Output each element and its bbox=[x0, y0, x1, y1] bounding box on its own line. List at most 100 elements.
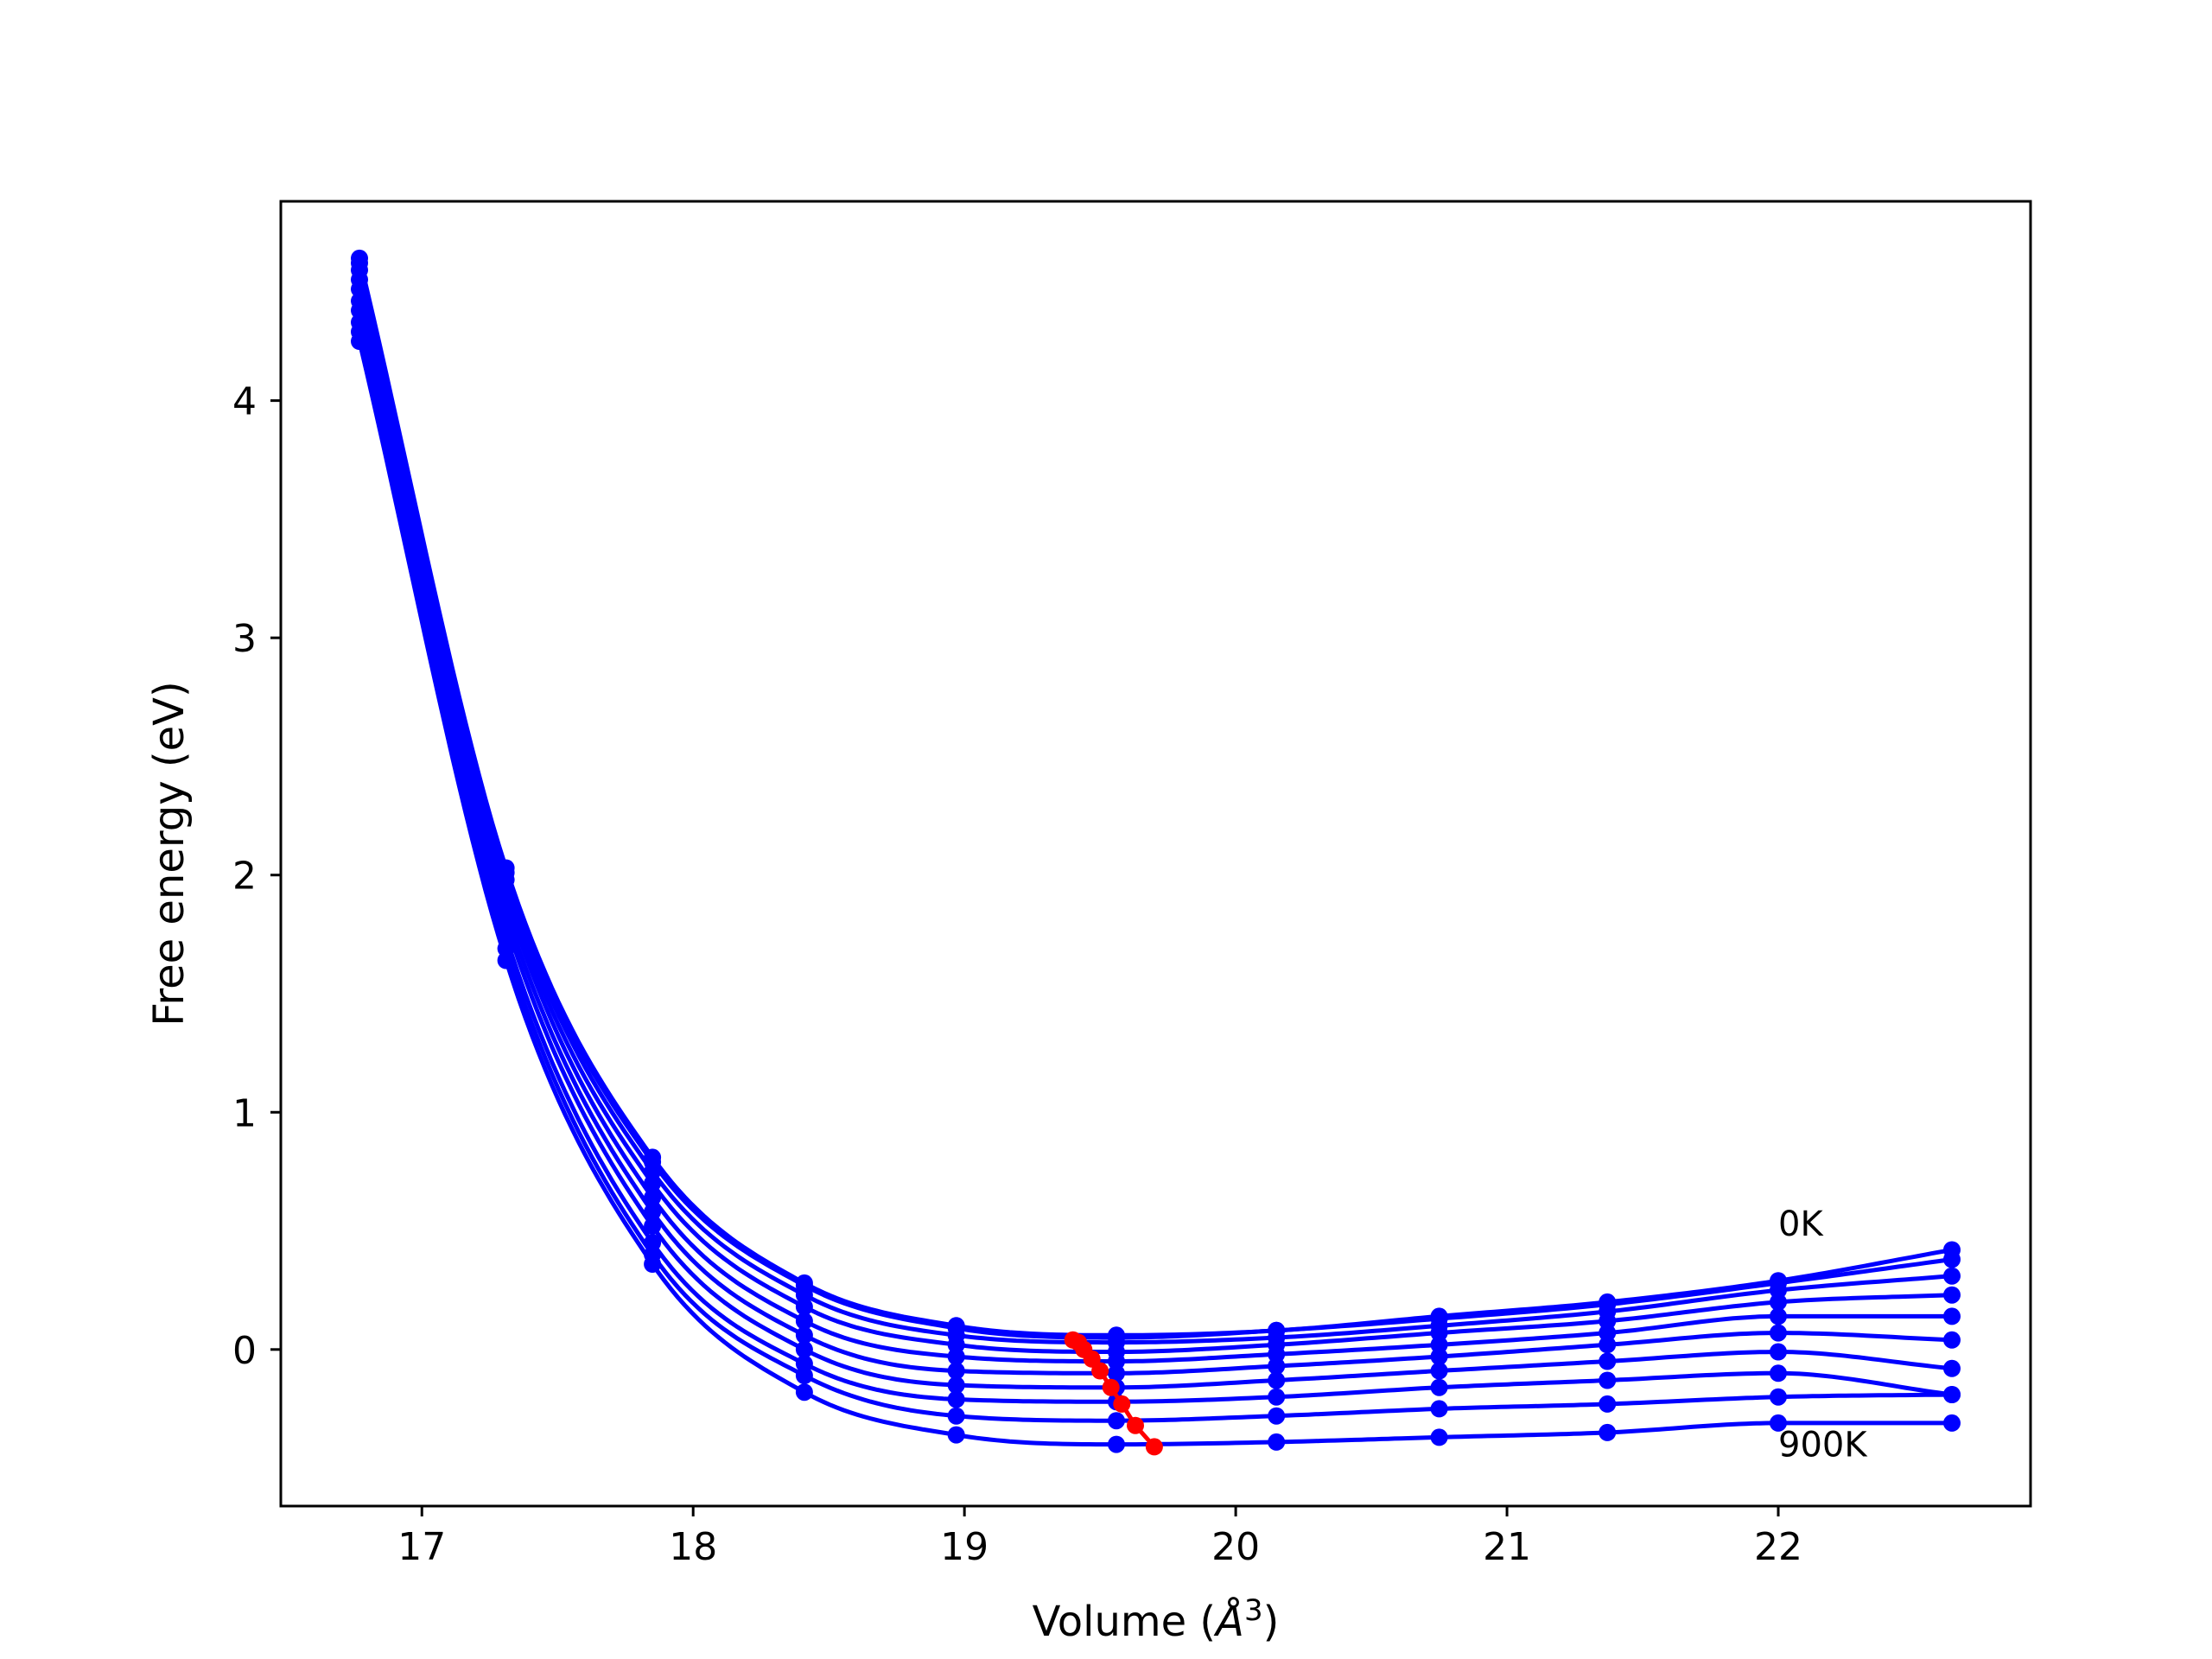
data-point-800K-3 bbox=[795, 1367, 813, 1384]
data-point-600K-7 bbox=[1430, 1362, 1448, 1380]
y-tick-label-3: 3 bbox=[232, 617, 257, 661]
data-point-700K-8 bbox=[1599, 1371, 1617, 1389]
data-point-700K-3 bbox=[795, 1355, 813, 1373]
series-line-700K bbox=[357, 321, 1953, 1404]
data-point-400K-6 bbox=[1268, 1345, 1286, 1363]
minimum-point-6 bbox=[1113, 1395, 1131, 1413]
data-point-600K-4 bbox=[947, 1376, 965, 1394]
data-point-800K-10 bbox=[1943, 1386, 1961, 1403]
data-point-300K-9 bbox=[1770, 1293, 1787, 1311]
data-point-100K-10 bbox=[1943, 1250, 1961, 1268]
x-tick-label-19: 19 bbox=[940, 1525, 988, 1569]
data-point-900K-6 bbox=[1268, 1433, 1286, 1451]
minimum-point-4 bbox=[1091, 1362, 1109, 1380]
minimum-point-7 bbox=[1127, 1416, 1144, 1434]
data-point-800K-8 bbox=[1599, 1395, 1617, 1413]
data-point-700K-7 bbox=[1430, 1378, 1448, 1396]
data-point-900K-10 bbox=[1943, 1414, 1961, 1432]
data-point-600K-9 bbox=[1770, 1343, 1787, 1361]
x-tick-label-22: 22 bbox=[1754, 1525, 1802, 1569]
data-point-400K-0 bbox=[351, 280, 368, 298]
y-axis-title: Free energy (eV) bbox=[145, 681, 194, 1026]
series-line-500K bbox=[357, 300, 1953, 1376]
data-point-400K-9 bbox=[1770, 1307, 1787, 1325]
y-tick-label-4: 4 bbox=[232, 380, 257, 424]
x-tick-label-21: 21 bbox=[1483, 1525, 1531, 1569]
data-point-700K-6 bbox=[1268, 1388, 1286, 1406]
data-point-200K-9 bbox=[1770, 1281, 1787, 1300]
data-point-900K-0 bbox=[351, 333, 368, 350]
data-point-500K-7 bbox=[1430, 1348, 1448, 1365]
data-point-900K-8 bbox=[1599, 1423, 1617, 1441]
series-line-100K bbox=[357, 262, 1953, 1340]
series-line-600K bbox=[357, 309, 1953, 1390]
data-point-500K-10 bbox=[1943, 1331, 1961, 1349]
data-point-600K-3 bbox=[795, 1340, 813, 1358]
data-point-500K-6 bbox=[1268, 1357, 1286, 1375]
annotation-900k: 900K bbox=[1778, 1425, 1868, 1465]
data-point-300K-7 bbox=[1430, 1324, 1448, 1342]
series-line-200K bbox=[357, 270, 1953, 1345]
data-point-600K-0 bbox=[351, 302, 368, 320]
data-point-500K-9 bbox=[1770, 1324, 1787, 1342]
minimum-point-8 bbox=[1145, 1438, 1163, 1456]
data-point-400K-3 bbox=[795, 1312, 813, 1330]
y-tick-label-0: 0 bbox=[232, 1329, 257, 1373]
data-point-900K-5 bbox=[1108, 1435, 1125, 1453]
data-point-400K-10 bbox=[1943, 1307, 1961, 1325]
x-tick-label-18: 18 bbox=[669, 1525, 717, 1569]
data-point-900K-3 bbox=[795, 1383, 813, 1402]
plot-area bbox=[351, 249, 1961, 1456]
data-point-700K-9 bbox=[1770, 1364, 1787, 1382]
data-point-800K-7 bbox=[1430, 1400, 1448, 1418]
data-point-200K-3 bbox=[795, 1286, 813, 1304]
minimum-point-5 bbox=[1102, 1378, 1120, 1396]
x-axis-title-unit: Å bbox=[1213, 1597, 1244, 1646]
y-tick-label-2: 2 bbox=[232, 855, 257, 899]
data-point-800K-5 bbox=[1108, 1412, 1125, 1430]
data-point-500K-3 bbox=[795, 1326, 813, 1344]
data-point-900K-2 bbox=[644, 1255, 662, 1273]
data-point-900K-7 bbox=[1430, 1428, 1448, 1446]
x-tick-label-20: 20 bbox=[1211, 1525, 1260, 1569]
series-line-300K bbox=[357, 279, 1953, 1354]
x-axis-title-exponent: 3 bbox=[1244, 1593, 1263, 1628]
data-point-500K-5 bbox=[1108, 1364, 1125, 1382]
x-axis-title: Volume (Å3) bbox=[1033, 1593, 1280, 1646]
annotations: 0K 900K bbox=[1778, 1205, 1868, 1465]
data-point-200K-10 bbox=[1943, 1267, 1961, 1285]
data-point-900K-1 bbox=[497, 951, 515, 969]
data-point-600K-8 bbox=[1599, 1352, 1617, 1370]
data-point-700K-4 bbox=[947, 1390, 965, 1408]
x-axis-title-close: ) bbox=[1263, 1598, 1280, 1646]
data-point-900K-9 bbox=[1770, 1414, 1787, 1432]
data-point-400K-4 bbox=[947, 1348, 965, 1365]
series-line-400K bbox=[357, 289, 1952, 1363]
data-point-800K-4 bbox=[947, 1407, 965, 1425]
data-point-400K-5 bbox=[1108, 1352, 1125, 1370]
data-point-600K-10 bbox=[1943, 1359, 1961, 1377]
data-point-300K-3 bbox=[795, 1298, 813, 1316]
annotation-0k: 0K bbox=[1778, 1205, 1824, 1244]
data-point-500K-4 bbox=[947, 1362, 965, 1380]
x-tick-label-17: 17 bbox=[397, 1525, 446, 1569]
axis-ticks: 17 18 19 20 21 22 0 1 2 3 4 bbox=[232, 380, 1802, 1569]
series-line-800K bbox=[357, 331, 1953, 1423]
data-point-400K-7 bbox=[1430, 1336, 1448, 1354]
data-point-500K-8 bbox=[1599, 1336, 1617, 1354]
axes-frame bbox=[279, 200, 2032, 1508]
y-tick-label-1: 1 bbox=[232, 1091, 257, 1135]
data-point-300K-10 bbox=[1943, 1286, 1961, 1304]
data-point-800K-6 bbox=[1268, 1407, 1286, 1425]
data-point-900K-4 bbox=[947, 1426, 965, 1444]
x-axis-title-text: Volume ( bbox=[1033, 1598, 1217, 1646]
data-point-300K-8 bbox=[1599, 1312, 1617, 1330]
data-point-300K-4 bbox=[947, 1336, 965, 1354]
data-point-600K-2 bbox=[644, 1217, 662, 1235]
data-point-800K-9 bbox=[1770, 1388, 1787, 1406]
series-group bbox=[351, 249, 1961, 1456]
data-point-400K-8 bbox=[1599, 1324, 1617, 1342]
data-point-600K-6 bbox=[1268, 1371, 1286, 1389]
